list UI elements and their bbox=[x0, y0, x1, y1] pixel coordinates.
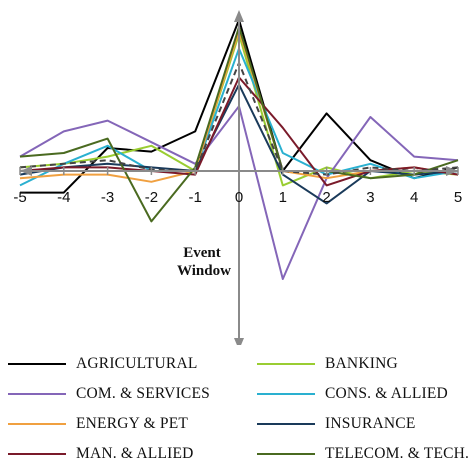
legend-item: MAN. & ALLIED bbox=[8, 441, 194, 467]
x-axis-arrow-right bbox=[446, 166, 458, 176]
legend-label: MAN. & ALLIED bbox=[76, 445, 194, 462]
legend-item: INSURANCE bbox=[257, 411, 416, 437]
x-tick-label: 3 bbox=[366, 189, 374, 206]
legend-swatch bbox=[257, 453, 315, 455]
legend-item: CONS. & ALLIED bbox=[257, 381, 448, 407]
x-axis-arrow-left bbox=[20, 166, 32, 176]
y-axis-arrow-up bbox=[234, 10, 244, 22]
x-tick-label: 4 bbox=[410, 189, 418, 206]
legend-label: INSURANCE bbox=[325, 415, 416, 432]
legend-item: COM. & SERVICES bbox=[8, 381, 210, 407]
x-tick-label: -2 bbox=[145, 189, 158, 206]
legend-label: COM. & SERVICES bbox=[76, 385, 210, 402]
legend-item: BANKING bbox=[257, 351, 398, 377]
x-tick-label: 2 bbox=[322, 189, 330, 206]
annotation-event: Event bbox=[183, 245, 221, 261]
chart-plot: -5 -4 -3 -2 -1 0 1 2 3 4 5 Event Window bbox=[13, 10, 462, 345]
x-tick-label: 1 bbox=[279, 189, 287, 206]
legend-swatch bbox=[8, 393, 66, 395]
legend-swatch bbox=[8, 423, 66, 425]
x-tick-label: 0 bbox=[235, 189, 243, 206]
x-tick-label: -5 bbox=[13, 189, 26, 206]
axes: -5 -4 -3 -2 -1 0 1 2 3 4 5 bbox=[13, 10, 462, 345]
legend-item: AGRICULTURAL bbox=[8, 351, 198, 377]
legend: AGRICULTURAL BANKING COM. & SERVICES CONS. … bbox=[0, 345, 474, 474]
y-axis-arrow-down bbox=[234, 338, 244, 345]
legend-label: CONS. & ALLIED bbox=[325, 385, 448, 402]
legend-label: BANKING bbox=[325, 355, 398, 372]
legend-swatch bbox=[8, 363, 66, 365]
legend-label: ENERGY & PET bbox=[76, 415, 189, 432]
legend-label: TELECOM. & TECH. bbox=[325, 445, 470, 462]
x-tick-label: -4 bbox=[57, 189, 70, 206]
legend-swatch bbox=[257, 363, 315, 365]
x-tick-label: -3 bbox=[101, 189, 114, 206]
legend-label: AGRICULTURAL bbox=[76, 355, 198, 372]
legend-swatch bbox=[8, 453, 66, 455]
legend-item: ENERGY & PET bbox=[8, 411, 188, 437]
legend-swatch bbox=[257, 423, 315, 425]
x-tick-label: -1 bbox=[189, 189, 202, 206]
legend-swatch bbox=[257, 393, 315, 395]
legend-item: TELECOM. & TECH. bbox=[257, 441, 469, 467]
annotation-window: Window bbox=[177, 263, 231, 279]
x-tick-label: 5 bbox=[454, 189, 462, 206]
